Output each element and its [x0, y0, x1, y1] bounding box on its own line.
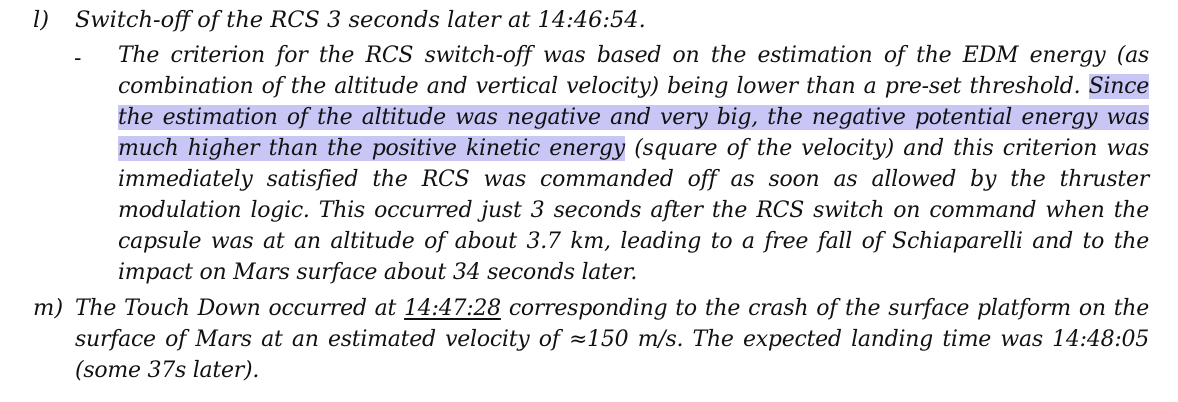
paragraph-line-1: The Touch Down occurred at 14:47:28 corr…	[75, 296, 1149, 321]
highlighted-text: much higher than the positive kinetic en…	[118, 136, 625, 161]
touchdown-time: 14:47:28	[404, 296, 501, 321]
paragraph-line-3: (some 37s later).	[75, 358, 260, 383]
paragraph-line-1: The criterion for the RCS switch-off was…	[118, 43, 1149, 68]
paragraph-line-2: combination of the altitude and vertical…	[118, 74, 1149, 99]
paragraph-line-4: much higher than the positive kinetic en…	[118, 136, 1149, 161]
paragraph-line-8: impact on Mars surface about 34 seconds …	[118, 260, 638, 285]
bullet-dash: -	[74, 46, 82, 71]
paragraph-line-3: the estimation of the altitude was negat…	[118, 102, 1149, 133]
highlighted-text: the estimation of the altitude was negat…	[118, 105, 1149, 130]
list-item-l-text: Switch-off of the RCS 3 seconds later at…	[75, 7, 646, 33]
paragraph-line-6: modulation logic. This occurred just 3 s…	[118, 198, 1149, 223]
list-item-m-paragraph: The Touch Down occurred at 14:47:28 corr…	[75, 293, 1149, 386]
paragraph-line-7: capsule was at an altitude of about 3.7 …	[118, 229, 1149, 254]
paragraph-line-2: surface of Mars at an estimated velocity…	[75, 327, 1149, 352]
list-marker-l: l)	[33, 7, 49, 33]
paragraph-line-5: immediately satisfied the RCS was comman…	[118, 167, 1149, 192]
list-marker-m: m)	[33, 295, 64, 321]
sub-bullet-paragraph: The criterion for the RCS switch-off was…	[118, 40, 1149, 288]
highlighted-text: Since	[1088, 74, 1149, 99]
